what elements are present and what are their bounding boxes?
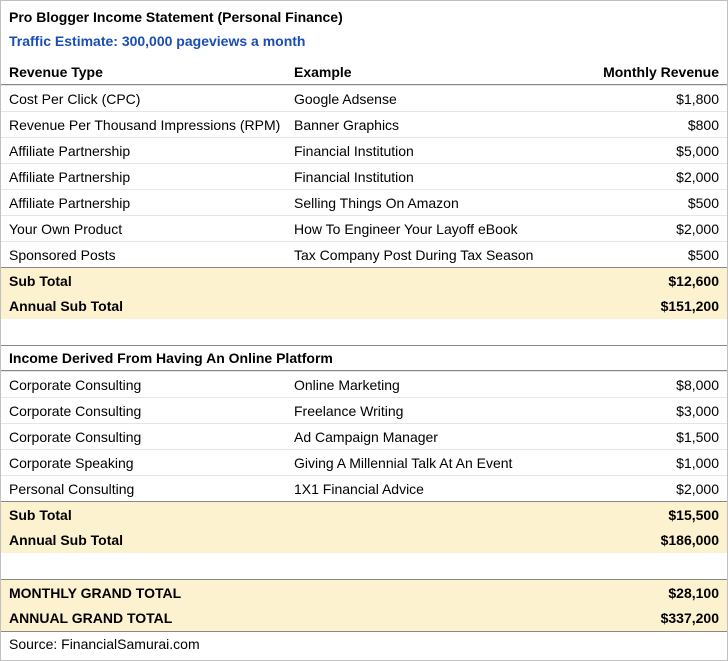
table-row: Corporate Speaking Giving A Millennial T… [1,449,727,475]
cell-amount: $1,000 [569,455,719,471]
cell-type: Revenue Per Thousand Impressions (RPM) [9,117,294,133]
cell-amount: $2,000 [569,481,719,497]
table-subtitle-row: Traffic Estimate: 300,000 pageviews a mo… [1,29,727,59]
cell-type: Your Own Product [9,221,294,237]
cell-example: How To Engineer Your Layoff eBook [294,221,569,237]
cell-type: Personal Consulting [9,481,294,497]
cell-example: Selling Things On Amazon [294,195,569,211]
table-row: Corporate Consulting Freelance Writing $… [1,397,727,423]
cell-type: Affiliate Partnership [9,143,294,159]
table-row: Affiliate Partnership Financial Institut… [1,163,727,189]
section-header-row: Income Derived From Having An Online Pla… [1,345,727,371]
source-text: Source: FinancialSamurai.com [9,636,200,652]
subtotal-row: Sub Total $15,500 [1,501,727,527]
cell-amount: $3,000 [569,403,719,419]
annual-subtotal-row: Annual Sub Total $151,200 [1,293,727,319]
subtotal-label: Sub Total [9,273,294,289]
table-row: Revenue Per Thousand Impressions (RPM) B… [1,111,727,137]
annual-subtotal-value: $186,000 [569,532,719,548]
subtotal-row: Sub Total $12,600 [1,267,727,293]
cell-example: Financial Institution [294,169,569,185]
cell-example: Banner Graphics [294,117,569,133]
cell-amount: $800 [569,117,719,133]
table-row: Cost Per Click (CPC) Google Adsense $1,8… [1,85,727,111]
cell-type: Corporate Consulting [9,429,294,445]
subtotal-value: $15,500 [569,507,719,523]
cell-example: 1X1 Financial Advice [294,481,569,497]
table-title-row: Pro Blogger Income Statement (Personal F… [1,1,727,29]
cell-type: Cost Per Click (CPC) [9,91,294,107]
table-row: Affiliate Partnership Financial Institut… [1,137,727,163]
cell-type: Corporate Consulting [9,377,294,393]
source-row: Source: FinancialSamurai.com [1,631,727,660]
cell-amount: $1,800 [569,91,719,107]
cell-type: Corporate Speaking [9,455,294,471]
annual-subtotal-row: Annual Sub Total $186,000 [1,527,727,553]
cell-amount: $2,000 [569,169,719,185]
cell-type: Sponsored Posts [9,247,294,263]
cell-type: Affiliate Partnership [9,169,294,185]
table-row: Sponsored Posts Tax Company Post During … [1,241,727,267]
col-header-example: Example [294,64,569,80]
table-subtitle: Traffic Estimate: 300,000 pageviews a mo… [9,33,305,49]
subtotal-label: Sub Total [9,507,294,523]
grand-annual-row: ANNUAL GRAND TOTAL $337,200 [1,605,727,631]
cell-amount: $500 [569,247,719,263]
cell-amount: $1,500 [569,429,719,445]
subtotal-value: $12,600 [569,273,719,289]
annual-subtotal-value: $151,200 [569,298,719,314]
grand-annual-label: ANNUAL GRAND TOTAL [9,610,569,626]
table-row: Affiliate Partnership Selling Things On … [1,189,727,215]
grand-monthly-row: MONTHLY GRAND TOTAL $28,100 [1,579,727,605]
income-statement-table: Pro Blogger Income Statement (Personal F… [0,0,728,661]
table-title: Pro Blogger Income Statement (Personal F… [9,9,343,25]
cell-type: Affiliate Partnership [9,195,294,211]
annual-subtotal-label: Annual Sub Total [9,532,294,548]
cell-example: Freelance Writing [294,403,569,419]
col-header-amount: Monthly Revenue [569,64,719,80]
annual-subtotal-label: Annual Sub Total [9,298,294,314]
cell-example: Tax Company Post During Tax Season [294,247,569,263]
cell-example: Ad Campaign Manager [294,429,569,445]
table-row: Corporate Consulting Ad Campaign Manager… [1,423,727,449]
spacer [1,319,727,345]
section-header: Income Derived From Having An Online Pla… [9,350,333,366]
table-row: Corporate Consulting Online Marketing $8… [1,371,727,397]
table-row: Personal Consulting 1X1 Financial Advice… [1,475,727,501]
grand-annual-value: $337,200 [569,610,719,626]
cell-amount: $2,000 [569,221,719,237]
cell-amount: $5,000 [569,143,719,159]
cell-amount: $500 [569,195,719,211]
cell-example: Financial Institution [294,143,569,159]
col-header-type: Revenue Type [9,64,294,80]
cell-example: Google Adsense [294,91,569,107]
table-row: Your Own Product How To Engineer Your La… [1,215,727,241]
cell-amount: $8,000 [569,377,719,393]
column-header-row: Revenue Type Example Monthly Revenue [1,59,727,85]
spacer [1,553,727,579]
cell-type: Corporate Consulting [9,403,294,419]
cell-example: Giving A Millennial Talk At An Event [294,455,569,471]
cell-example: Online Marketing [294,377,569,393]
